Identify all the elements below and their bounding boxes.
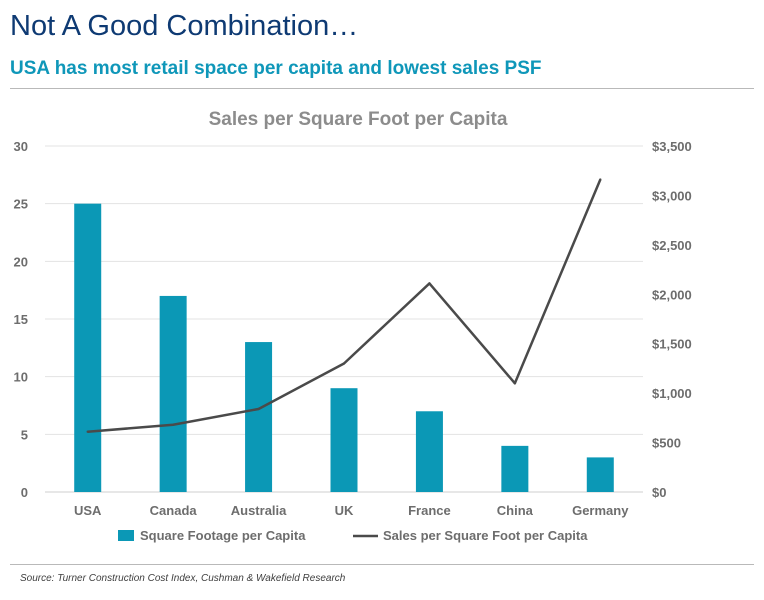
x-tick-label: USA — [74, 503, 102, 518]
legend-label-line: Sales per Square Foot per Capita — [383, 528, 588, 543]
left-tick-label: 25 — [14, 197, 28, 212]
combo-chart: Sales per Square Foot per Capita 0 5 10 15 2… — [14, 109, 692, 543]
line-point — [86, 430, 89, 433]
legend-label-bars: Square Footage per Capita — [140, 528, 306, 543]
bar — [415, 411, 443, 492]
source-note: Source: Turner Construction Cost Index, … — [20, 573, 346, 584]
bar — [245, 342, 273, 492]
right-tick-label: $3,000 — [652, 188, 692, 203]
page-subtitle: USA has most retail space per capita and… — [10, 58, 542, 79]
gridlines — [45, 145, 643, 493]
right-tick-label: $3,500 — [652, 139, 692, 154]
x-tick-label: France — [408, 503, 451, 518]
bar — [586, 457, 614, 492]
footer-divider — [10, 564, 754, 565]
left-tick-label: 20 — [14, 254, 28, 269]
left-tick-label: 15 — [14, 312, 28, 327]
chart-title: Sales per Square Foot per Capita — [209, 109, 508, 130]
left-tick-label: 30 — [14, 139, 28, 154]
line-point — [599, 178, 602, 181]
x-tick-label: Germany — [572, 503, 629, 518]
legend-swatch-bars — [118, 530, 134, 541]
line-point — [428, 282, 431, 285]
x-axis: USA Canada Australia UK France China Germany — [74, 503, 629, 518]
line-point — [342, 362, 346, 365]
bar — [74, 203, 102, 492]
right-axis: $0 $500 $1,000 $1,500 $2,000 $2,500 $3,000 $3,5… — [652, 139, 692, 500]
right-tick-label: $500 — [652, 436, 681, 451]
bar-series — [74, 203, 614, 492]
left-tick-label: 10 — [14, 370, 28, 385]
x-tick-label: Australia — [231, 503, 287, 518]
left-axis: 0 5 10 15 20 25 30 — [14, 139, 28, 500]
x-tick-label: China — [497, 503, 534, 518]
bar — [159, 295, 187, 492]
x-tick-label: Canada — [150, 503, 198, 518]
right-tick-label: $0 — [652, 485, 666, 500]
right-tick-label: $2,500 — [652, 238, 692, 253]
left-tick-label: 0 — [21, 485, 28, 500]
bar — [501, 445, 529, 492]
legend: Square Footage per Capita Sales per Squa… — [118, 528, 588, 543]
header-divider — [10, 88, 754, 89]
x-tick-label: UK — [335, 503, 354, 518]
line-series — [86, 178, 602, 433]
left-tick-label: 5 — [21, 427, 28, 442]
line-point — [513, 382, 517, 385]
bar — [330, 388, 358, 492]
right-tick-label: $2,000 — [652, 287, 692, 302]
right-tick-label: $1,000 — [652, 386, 692, 401]
line-point — [257, 407, 260, 411]
right-tick-label: $1,500 — [652, 337, 692, 352]
line-point — [171, 423, 175, 426]
page-title: Not A Good Combination… — [10, 10, 359, 42]
